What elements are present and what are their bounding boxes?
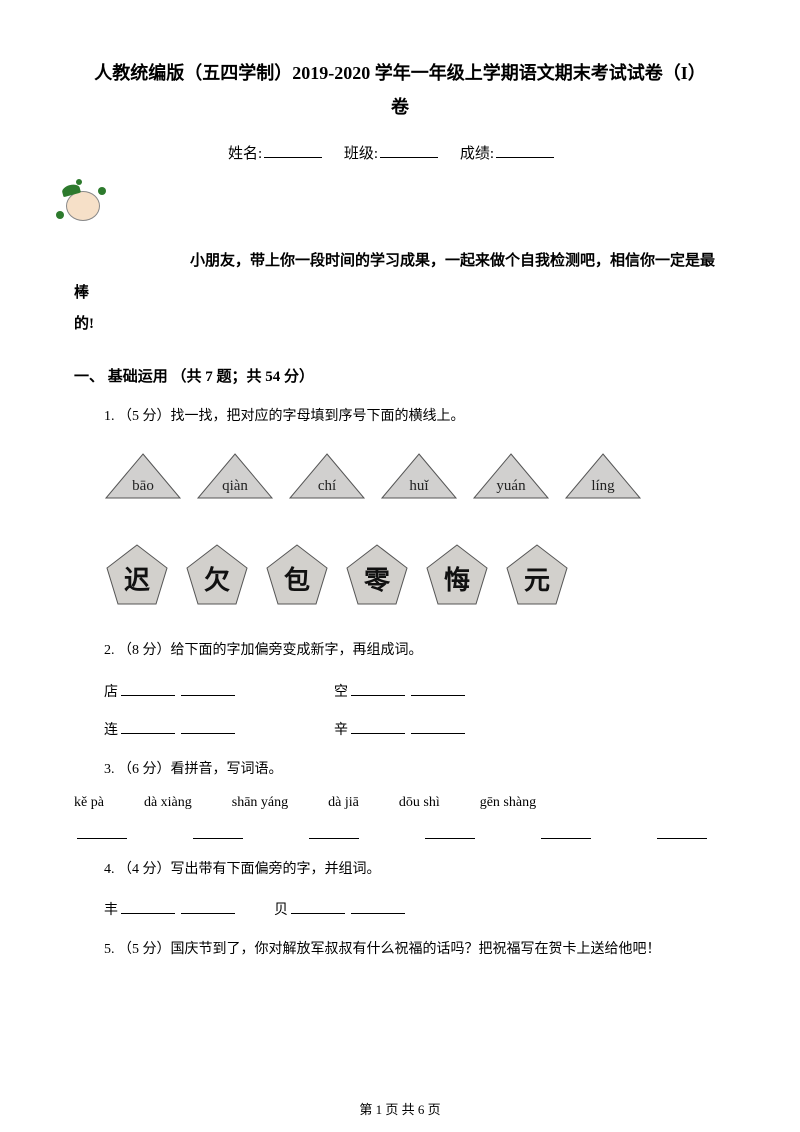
fill-blank[interactable] (351, 682, 405, 696)
q5-text: 5. （5 分）国庆节到了，你对解放军叔叔有什么祝福的话吗？把祝福写在贺卡上送给… (104, 939, 726, 961)
answer-blank[interactable] (309, 823, 359, 839)
name-field[interactable] (264, 143, 322, 158)
char-pentagon: 悔 (424, 542, 490, 608)
class-label: 班级: (344, 146, 378, 162)
char-pentagon-label: 迟 (104, 560, 170, 597)
answer-blank[interactable] (193, 823, 243, 839)
char-pentagon-label: 悔 (424, 560, 490, 597)
pinyin-triangle-label: qiàn (196, 478, 274, 495)
char-pentagon: 元 (504, 542, 570, 608)
pinyin-triangle-label: líng (564, 478, 642, 495)
fill-item: 空 (334, 681, 468, 701)
fill-item: 店 (104, 681, 334, 701)
pinyin-triangle-label: huǐ (380, 478, 458, 495)
fill-label: 店 (104, 681, 118, 701)
fill-blank[interactable] (411, 682, 465, 696)
intro-text: 小朋友，带上你一段时间的学习成果，一起来做个自我检测吧，相信你一定是最棒 的! (74, 246, 726, 341)
fill-item: 贝 (274, 899, 408, 919)
fill-blank[interactable] (351, 900, 405, 914)
fill-blank[interactable] (291, 900, 345, 914)
q3-answer-lines (74, 823, 726, 839)
fill-blank[interactable] (411, 720, 465, 734)
q2-row1: 店空 (104, 681, 726, 701)
fill-label: 辛 (334, 719, 348, 739)
fill-blank[interactable] (121, 720, 175, 734)
fill-blank[interactable] (351, 720, 405, 734)
q2-text: 2. （8 分）给下面的字加偏旁变成新字，再组成词。 (104, 640, 726, 662)
exam-title-line1: 人教统编版（五四学制）2019-2020 学年一年级上学期语文期末考试试卷（I） (74, 56, 726, 90)
page-footer: 第 1 页 共 6 页 (0, 1099, 800, 1118)
class-field[interactable] (380, 143, 438, 158)
fill-blank[interactable] (181, 720, 235, 734)
answer-blank[interactable] (657, 823, 707, 839)
char-pentagon-label: 包 (264, 560, 330, 597)
fill-item: 辛 (334, 719, 468, 739)
q1-pentagon-row: 迟欠包零悔元 (104, 542, 726, 608)
fill-item: 连 (104, 719, 334, 739)
pinyin-word: gēn shàng (480, 795, 536, 811)
meta-row: 姓名: 班级: 成绩: (74, 142, 726, 163)
fill-item: 丰 (104, 899, 274, 919)
pinyin-triangle: líng (564, 452, 642, 500)
score-label: 成绩: (460, 146, 494, 162)
pinyin-word: dōu shì (399, 795, 440, 811)
section-1-title: 一、 基础运用 （共 7 题；共 54 分） (74, 365, 726, 386)
fill-blank[interactable] (121, 900, 175, 914)
fill-blank[interactable] (181, 682, 235, 696)
pinyin-triangle: yuán (472, 452, 550, 500)
mascot-row (54, 173, 726, 238)
pinyin-word: kě pà (74, 795, 104, 811)
answer-blank[interactable] (77, 823, 127, 839)
intro-line2: 的! (74, 316, 94, 332)
q2-row2: 连辛 (104, 719, 726, 739)
q1-text: 1. （5 分）找一找，把对应的字母填到序号下面的横线上。 (104, 406, 726, 428)
q4-text: 4. （4 分）写出带有下面偏旁的字，并组词。 (104, 859, 726, 881)
q1-triangle-row: bāoqiànchíhuǐyuán líng (104, 452, 726, 500)
pinyin-triangle: huǐ (380, 452, 458, 500)
fill-label: 空 (334, 681, 348, 701)
pinyin-word: dà xiàng (144, 795, 192, 811)
pinyin-word: dà jiā (328, 795, 359, 811)
char-pentagon: 欠 (184, 542, 250, 608)
score-field[interactable] (496, 143, 554, 158)
char-pentagon: 包 (264, 542, 330, 608)
char-pentagon: 零 (344, 542, 410, 608)
answer-blank[interactable] (541, 823, 591, 839)
mascot-icon (54, 173, 114, 233)
name-label: 姓名: (228, 146, 262, 162)
q3-text: 3. （6 分）看拼音，写词语。 (104, 759, 726, 781)
pinyin-word: shān yáng (232, 795, 288, 811)
fill-label: 贝 (274, 899, 288, 919)
pinyin-triangle: bāo (104, 452, 182, 500)
fill-blank[interactable] (181, 900, 235, 914)
pinyin-triangle: chí (288, 452, 366, 500)
exam-title-line2: 卷 (74, 90, 726, 124)
char-pentagon-label: 零 (344, 560, 410, 597)
char-pentagon-label: 欠 (184, 560, 250, 597)
pinyin-triangle: qiàn (196, 452, 274, 500)
char-pentagon-label: 元 (504, 560, 570, 597)
pinyin-triangle-label: chí (288, 478, 366, 495)
fill-blank[interactable] (121, 682, 175, 696)
q4-row: 丰贝 (104, 899, 726, 919)
q3-pinyin-row: kě pà dà xiàng shān yáng dà jiā dōu shì gēn s… (74, 795, 726, 811)
answer-blank[interactable] (425, 823, 475, 839)
fill-label: 丰 (104, 899, 118, 919)
intro-line1: 小朋友，带上你一段时间的学习成果，一起来做个自我检测吧，相信你一定是最棒 (74, 253, 715, 301)
pinyin-triangle-label: bāo (104, 478, 182, 495)
char-pentagon: 迟 (104, 542, 170, 608)
pinyin-triangle-label: yuán (472, 478, 550, 495)
fill-label: 连 (104, 719, 118, 739)
